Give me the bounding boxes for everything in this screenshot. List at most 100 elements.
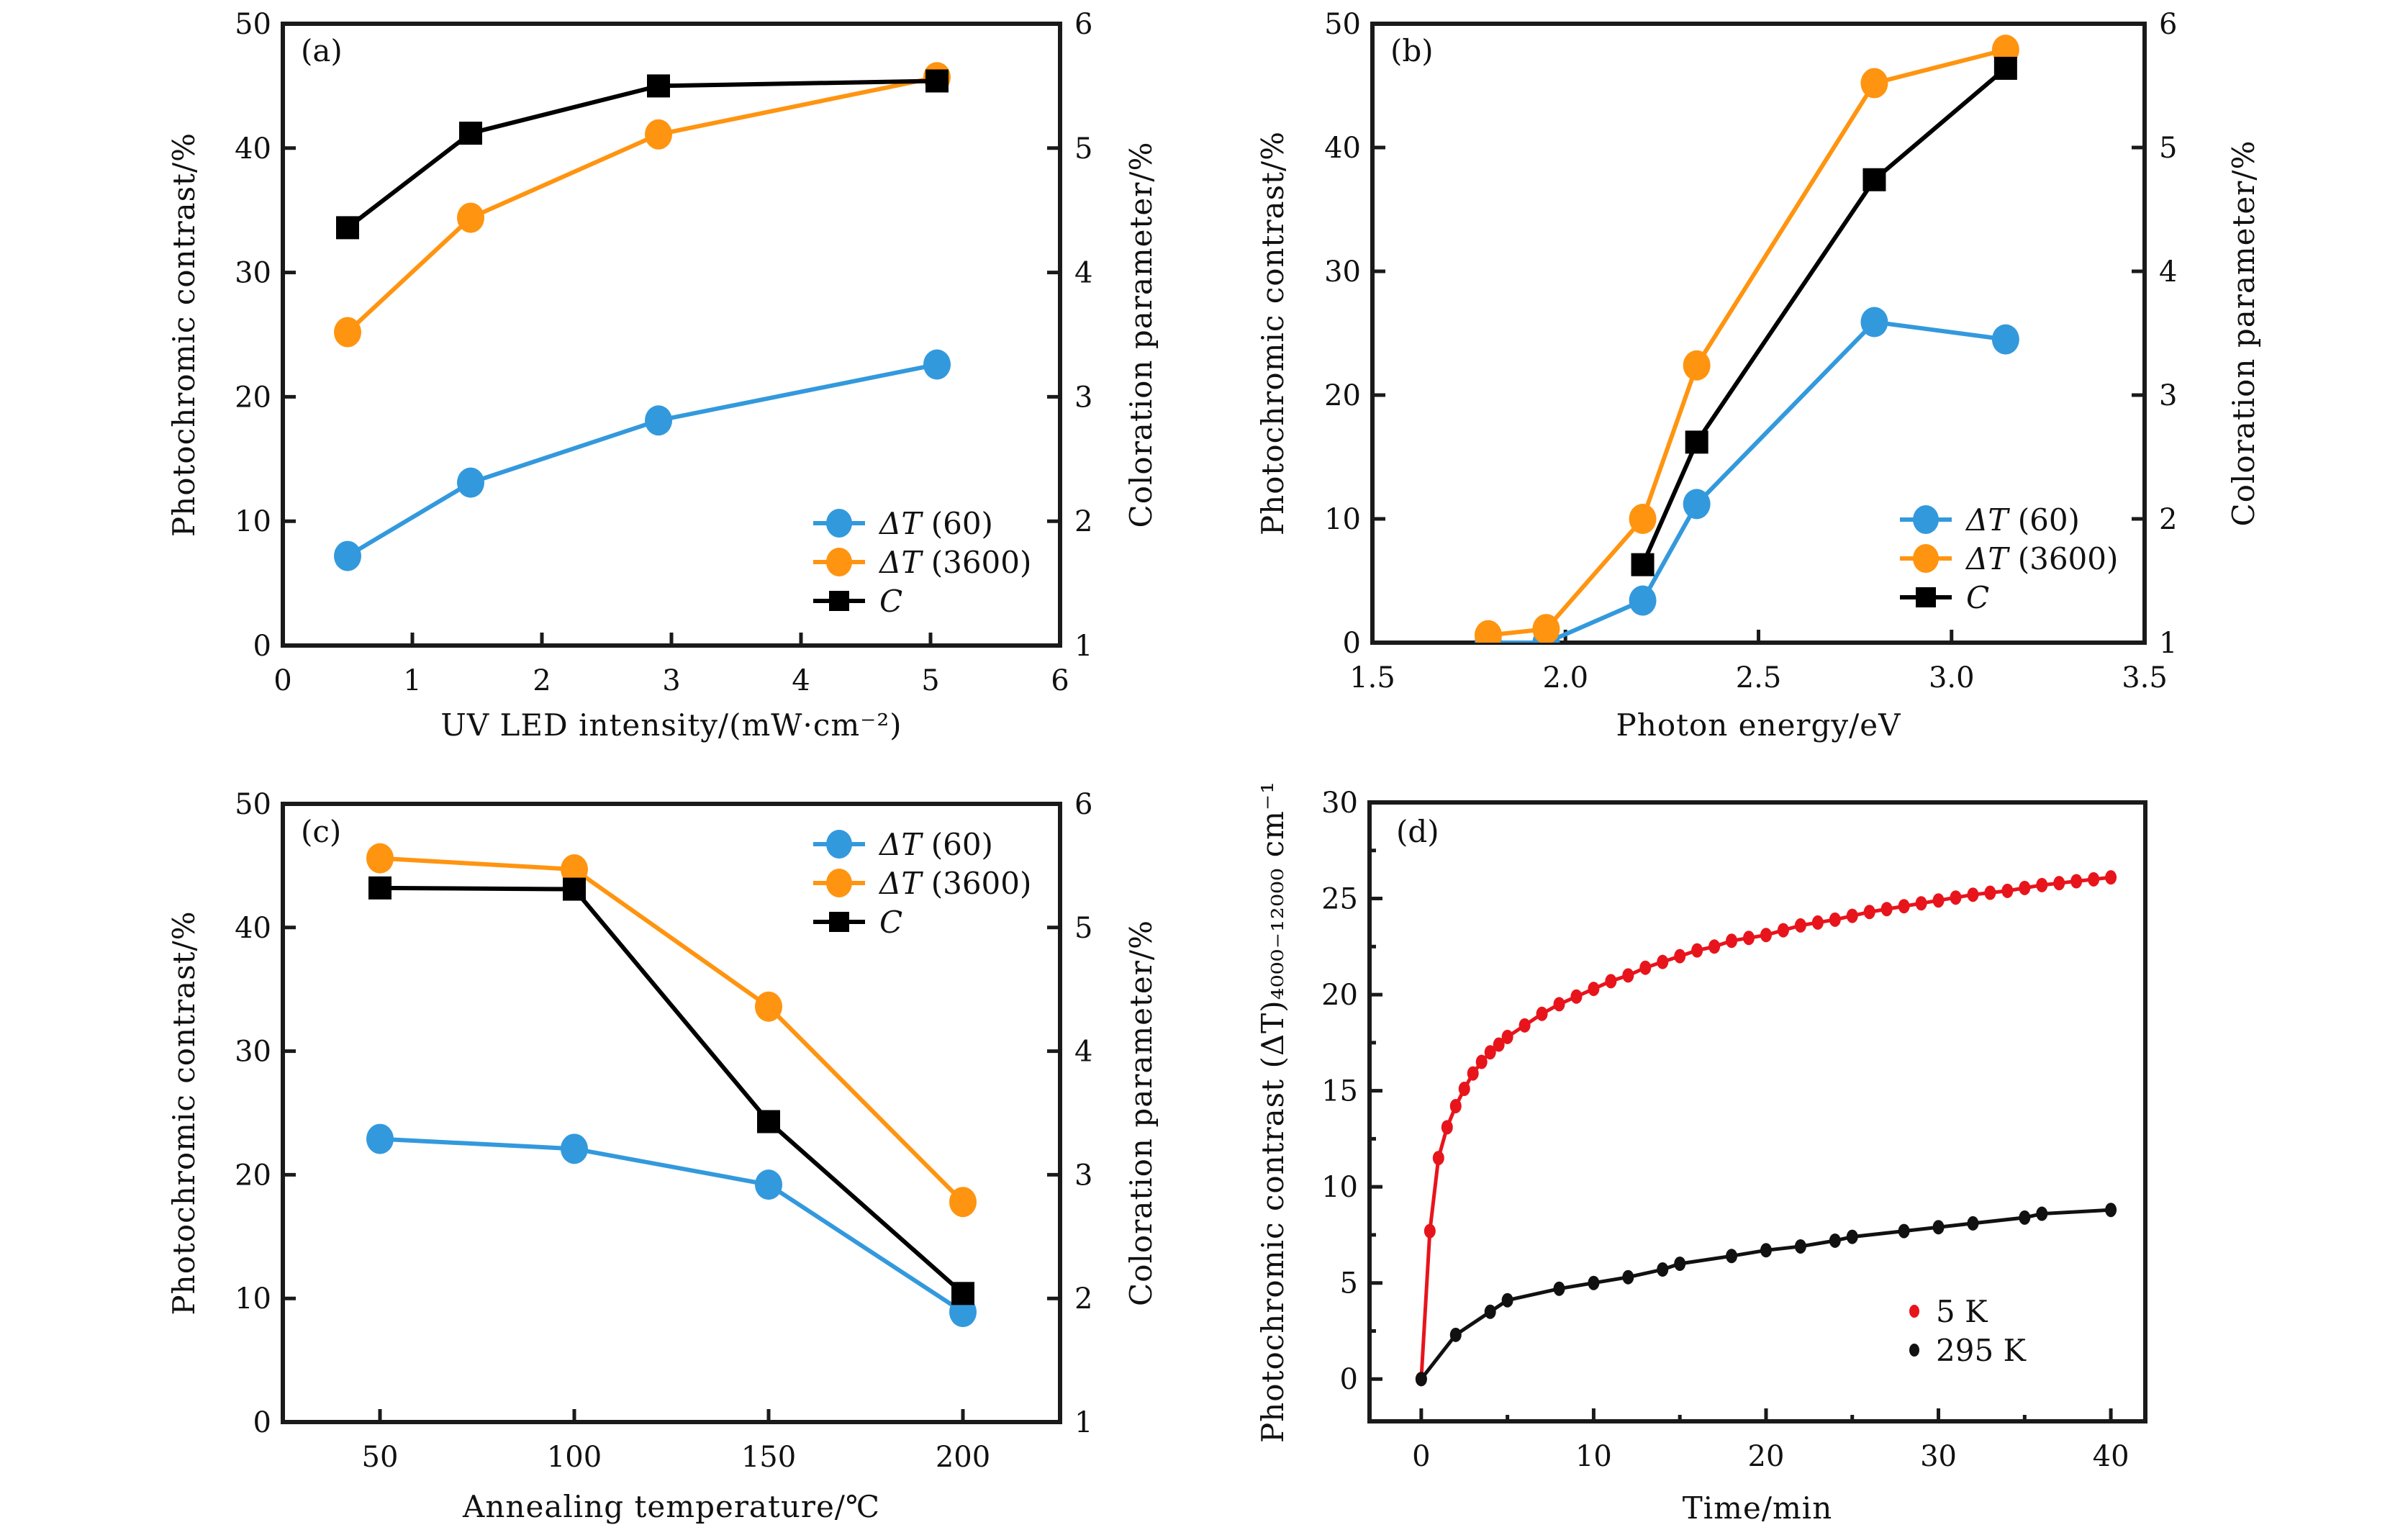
- panel-c: 50 100 150 200 0 10 20 30 40 50 1 2 3 4 5 6 Annealing te…: [166, 788, 1159, 1524]
- series--t-60-: [1474, 307, 2019, 643]
- data-point: [1536, 1006, 1548, 1021]
- y-tick-label: 40: [235, 132, 271, 166]
- x-tick-label: 30: [1920, 1440, 1957, 1473]
- series-5-k: [1415, 870, 2117, 1387]
- y-tick-label: 0: [253, 630, 271, 663]
- legend-marker: [829, 591, 849, 611]
- panel-label: (b): [1390, 33, 1434, 68]
- x-axis-label: Annealing temperature/℃: [462, 1489, 880, 1524]
- legend-item: ΔT (3600): [813, 866, 1031, 901]
- data-point: [2105, 870, 2117, 885]
- y-tick-label: 20: [1321, 979, 1358, 1012]
- data-point: [1862, 168, 1886, 191]
- legend-marker: [1916, 587, 1936, 607]
- y-right-axis-label: Coloration parameter/%: [1123, 920, 1159, 1306]
- data-point: [1726, 933, 1738, 949]
- data-point: [1950, 890, 1962, 905]
- y-axis-label: Photochromic contrast (ΔT)₄₀₀₀₋₁₂₀₀₀ cm⁻…: [1255, 781, 1290, 1443]
- y-right-tick-label: 6: [1074, 8, 1092, 41]
- data-point: [2036, 1206, 2048, 1221]
- data-point: [336, 216, 359, 240]
- data-point: [1726, 1249, 1738, 1264]
- y-right-tick-label: 1: [1074, 630, 1092, 663]
- y-tick-label: 20: [235, 1159, 271, 1192]
- x-tick-label: 0: [273, 664, 291, 697]
- legend-label-arg: (60): [2008, 502, 2080, 538]
- y-right-tick-label: 2: [1074, 1282, 1092, 1316]
- y-tick-label: 0: [253, 1406, 271, 1439]
- y-right-tick-label: 3: [2159, 379, 2177, 412]
- legend-label: 295 K: [1936, 1333, 2027, 1368]
- legend-marker: [1913, 505, 1939, 534]
- data-point: [1794, 918, 1806, 933]
- data-point: [755, 1169, 782, 1200]
- legend: 5 K 295 K: [1909, 1294, 2027, 1368]
- y-right-axis-label: Coloration parameter/%: [1123, 142, 1159, 528]
- data-point: [1622, 1269, 1634, 1285]
- y-tick-label: 20: [1324, 379, 1361, 412]
- x-tick-label: 10: [1575, 1440, 1612, 1473]
- series-c: [368, 876, 974, 1305]
- data-point: [1588, 982, 1600, 997]
- data-point: [561, 854, 588, 885]
- y-axis-label: Photochromic contrast/%: [166, 910, 202, 1315]
- data-point: [755, 991, 782, 1022]
- data-point: [1432, 1151, 1444, 1166]
- data-point: [1760, 928, 1772, 943]
- y-tick-label: 40: [235, 912, 271, 945]
- data-point: [1553, 1281, 1565, 1296]
- data-point: [1777, 923, 1789, 938]
- data-point: [1898, 899, 1910, 914]
- data-point: [366, 843, 394, 874]
- legend-item: ΔT (60): [813, 827, 993, 862]
- data-point: [1532, 614, 1560, 643]
- series-line: [1488, 320, 2006, 643]
- legend-label: C: [879, 905, 902, 940]
- data-point: [1932, 893, 1945, 908]
- data-point: [2001, 883, 2014, 898]
- series-line: [345, 75, 938, 334]
- data-point: [645, 405, 672, 436]
- data-point: [923, 349, 951, 380]
- data-point: [1811, 915, 1824, 930]
- data-point: [366, 1123, 394, 1154]
- data-point: [1570, 989, 1583, 1004]
- data-point: [1674, 949, 1686, 964]
- legend-marker: [1909, 1305, 1919, 1318]
- data-point: [2036, 877, 2048, 892]
- series-295-k: [1415, 1203, 2117, 1387]
- panel-b: 1.5 2.0 2.5 3.0 3.5 0 10 20 30 40 50 1 2 3 4 5 6 Photon e…: [1255, 8, 2261, 743]
- data-point: [1829, 1233, 1841, 1248]
- data-point: [951, 1282, 974, 1305]
- y-right-tick-label: 5: [2159, 132, 2177, 165]
- data-point: [2070, 874, 2083, 889]
- y-right-tick-label: 1: [2159, 627, 2177, 660]
- legend-label-arg: (60): [921, 506, 993, 541]
- series--t-3600-: [366, 843, 977, 1218]
- y-tick-label: 10: [235, 1282, 271, 1316]
- fit-curve: [1419, 1208, 2111, 1380]
- legend-label: 5 K: [1936, 1294, 1988, 1329]
- y-tick-label: 20: [235, 381, 271, 414]
- legend-label-symbol: C: [879, 584, 902, 619]
- legend-label: ΔT (60): [1965, 502, 2080, 538]
- data-point: [1932, 1220, 1945, 1235]
- legend-item: C: [1900, 580, 1989, 615]
- series--t-3600-: [1474, 35, 2019, 643]
- legend-item: C: [813, 584, 902, 619]
- data-point: [1639, 960, 1652, 975]
- y-axis-label: Photochromic contrast/%: [1255, 131, 1290, 535]
- data-point: [949, 1187, 977, 1218]
- y-tick-label: 30: [1324, 255, 1361, 289]
- plot-frame: [1367, 800, 2147, 1423]
- legend-label: C: [879, 584, 902, 619]
- y-tick-label: 50: [235, 8, 271, 41]
- panel-label: (d): [1396, 814, 1439, 849]
- data-point: [1991, 324, 2019, 355]
- y-right-tick-label: 3: [1074, 1159, 1092, 1192]
- y-tick-label: 5: [1340, 1267, 1358, 1300]
- series-line: [379, 856, 965, 1204]
- data-point: [1683, 350, 1711, 381]
- series-layer: [334, 62, 951, 571]
- legend-marker: [826, 869, 852, 897]
